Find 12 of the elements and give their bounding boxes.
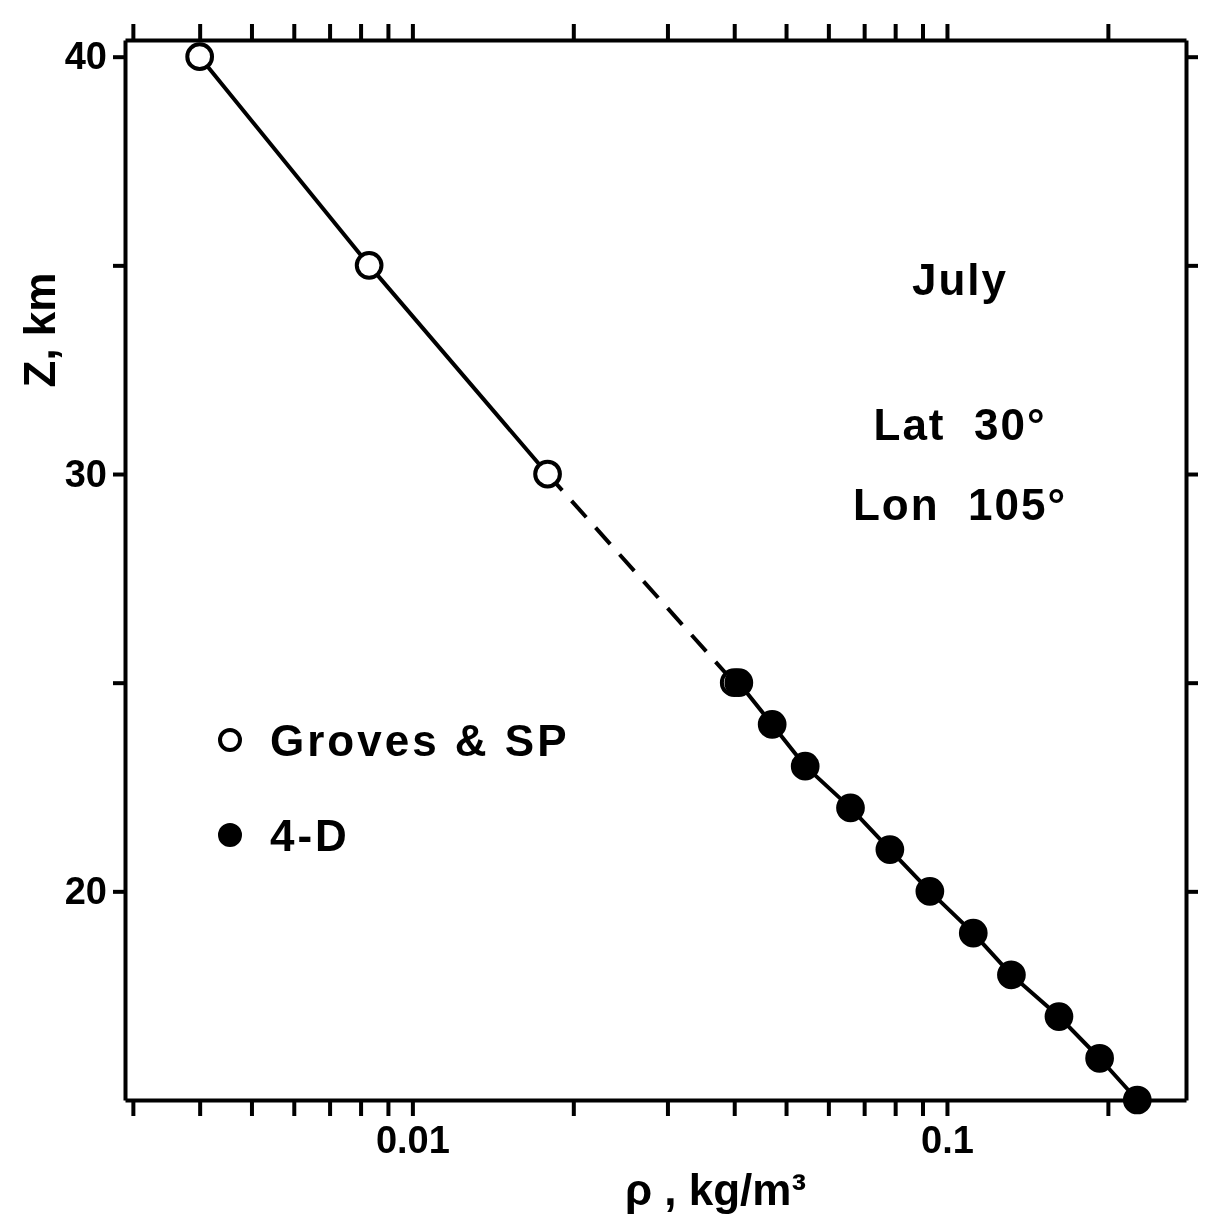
x-axis-title: ρ , kg/m³ (624, 1165, 807, 1214)
y-tick-label: 30 (64, 452, 107, 495)
legend-label: Groves & SP (270, 716, 570, 765)
annotation: Lon 105° (852, 480, 1068, 529)
x-tick-label: 0.01 (375, 1118, 450, 1161)
x-tick-label: 0.1 (921, 1118, 974, 1161)
y-tick-label: 20 (64, 870, 107, 912)
annotation: July (911, 255, 1009, 304)
y-tick-label: 40 (64, 35, 107, 78)
legend-label: 4-D (270, 811, 350, 860)
annotation: Lat 30° (873, 400, 1047, 449)
y-axis-title: Z, km (15, 272, 64, 388)
